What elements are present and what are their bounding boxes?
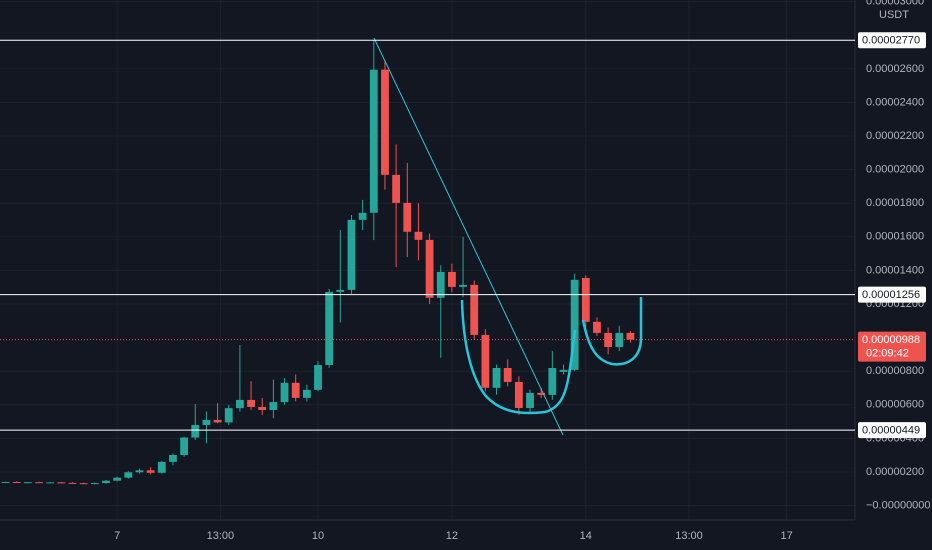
candle-body bbox=[392, 174, 401, 203]
candle-body bbox=[191, 424, 200, 438]
candle-body bbox=[526, 392, 534, 408]
candle-body bbox=[314, 364, 322, 390]
candle-body bbox=[269, 402, 278, 410]
y-tick-label: 0.00003000 bbox=[866, 0, 924, 8]
candle-body bbox=[169, 455, 177, 462]
candle-body bbox=[403, 202, 412, 232]
candle-body bbox=[448, 271, 456, 287]
candle-body bbox=[90, 483, 99, 485]
candle-body bbox=[581, 277, 590, 322]
trend-line bbox=[373, 37, 564, 436]
candle-body bbox=[570, 279, 579, 370]
candle-body bbox=[336, 289, 345, 292]
candle-body bbox=[548, 367, 557, 395]
y-tick-label: 0.00002200 bbox=[866, 130, 924, 142]
candle-body bbox=[1, 482, 10, 484]
y-tick-label: 0.00000800 bbox=[866, 365, 924, 377]
y-tick-label: 0.00001800 bbox=[866, 197, 924, 209]
y-tick-label: 0.00002600 bbox=[866, 63, 924, 75]
y-tick-label: 0.00000600 bbox=[866, 399, 924, 411]
candle-body bbox=[302, 389, 311, 398]
candle-body bbox=[157, 461, 166, 473]
y-tick-label: 0.00002400 bbox=[866, 96, 924, 108]
level-label-box bbox=[858, 286, 926, 303]
x-tick-label: 13:00 bbox=[207, 530, 235, 542]
candle-body bbox=[604, 332, 613, 348]
x-tick-label: 12 bbox=[446, 530, 458, 542]
candle-body bbox=[79, 483, 88, 485]
candle-body bbox=[626, 332, 635, 340]
candle-body bbox=[124, 472, 133, 478]
candle-body bbox=[247, 399, 255, 407]
candle-body bbox=[280, 382, 289, 403]
candle-body bbox=[369, 69, 378, 213]
y-tick-label: 0.00001600 bbox=[866, 231, 924, 243]
candle-body bbox=[12, 482, 21, 484]
candle-body bbox=[436, 271, 445, 298]
grid bbox=[0, 0, 855, 520]
candle-body bbox=[135, 470, 144, 473]
cup-drawing bbox=[460, 299, 577, 415]
candle-body bbox=[224, 408, 233, 423]
level-label: 0.00000449 bbox=[862, 425, 920, 437]
level-label-box bbox=[858, 422, 926, 439]
y-tick-label: 0.00000200 bbox=[866, 466, 924, 478]
candle-body bbox=[35, 482, 43, 484]
candle-body bbox=[291, 382, 300, 398]
candle-body bbox=[102, 480, 110, 484]
candle-body bbox=[23, 482, 32, 484]
candle-body bbox=[258, 406, 267, 410]
candle-body bbox=[514, 381, 523, 408]
candle-body bbox=[459, 284, 467, 287]
x-tick-label: 14 bbox=[580, 530, 592, 542]
candle-body bbox=[113, 477, 122, 481]
candle-body bbox=[537, 392, 546, 395]
overlay: 0.00002770 0.00001256 0.00000449 0.00000988… bbox=[0, 32, 926, 439]
candle-body bbox=[68, 482, 77, 484]
candle-body bbox=[615, 332, 624, 348]
y-tick-label: 0.00001400 bbox=[866, 264, 924, 276]
level-label: 0.00002770 bbox=[862, 35, 920, 47]
handle-drawing bbox=[581, 297, 643, 366]
y-tick-label: −0.00000000 bbox=[866, 499, 931, 511]
candle-body bbox=[492, 367, 501, 388]
candle-body bbox=[235, 399, 244, 409]
unit-label: USDT bbox=[879, 9, 909, 21]
drawings bbox=[373, 37, 643, 436]
x-tick-label: 10 bbox=[312, 530, 324, 542]
x-tick-label: 17 bbox=[781, 530, 793, 542]
candle-body bbox=[213, 419, 222, 423]
candle-body bbox=[358, 212, 367, 220]
candle-body bbox=[202, 419, 211, 425]
countdown-label: 02:09:42 bbox=[866, 348, 909, 360]
level-label: 0.00001256 bbox=[862, 289, 920, 301]
candle-body bbox=[146, 470, 155, 473]
y-tick-label: 0.00002000 bbox=[866, 164, 924, 176]
candle-body bbox=[414, 231, 423, 240]
x-tick-label: 13:00 bbox=[675, 530, 703, 542]
candle-body bbox=[46, 482, 55, 484]
candle-body bbox=[593, 321, 601, 333]
candle-body bbox=[425, 239, 434, 298]
candles bbox=[1, 40, 635, 485]
price-axis bbox=[855, 0, 932, 550]
candle-body bbox=[180, 437, 189, 455]
last-price-box bbox=[858, 331, 926, 362]
candle-body bbox=[559, 369, 568, 372]
x-tick-label: 7 bbox=[114, 530, 120, 542]
candle-body bbox=[57, 482, 66, 484]
candle-body bbox=[325, 291, 334, 365]
candle-body bbox=[347, 219, 356, 290]
last-price-label: 0.00000988 bbox=[862, 334, 920, 346]
candle-body bbox=[381, 69, 389, 175]
candle-body bbox=[481, 334, 490, 388]
level-label-box bbox=[858, 32, 926, 49]
candle-body bbox=[503, 367, 512, 382]
candle-body bbox=[470, 284, 479, 335]
